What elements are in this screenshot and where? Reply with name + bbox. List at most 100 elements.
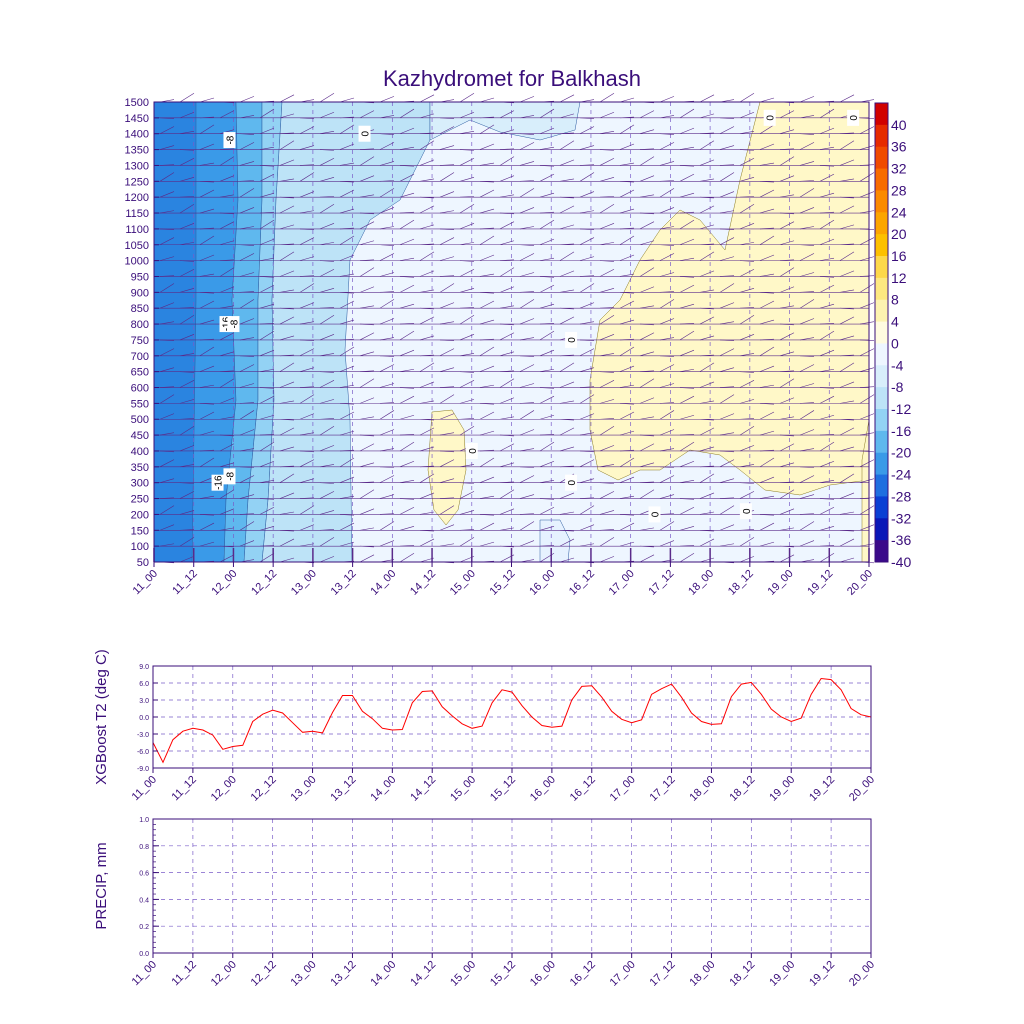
- wind-barb: [259, 460, 275, 468]
- wind-barb: [499, 332, 515, 341]
- wind-barb: [579, 164, 595, 166]
- wind-barb: [459, 92, 475, 103]
- wind-barb: [419, 529, 435, 532]
- wind-barb: [779, 434, 795, 437]
- temperature-fill: [154, 102, 869, 562]
- wind-barb: [719, 459, 735, 468]
- wind-barb: [419, 159, 435, 166]
- wind-barb: [239, 161, 255, 166]
- wind-barb: [259, 434, 275, 436]
- wind-barb: [859, 164, 875, 166]
- y-tick-label: 1150: [125, 208, 149, 220]
- wind-barb: [499, 148, 515, 150]
- wind-barb: [419, 316, 435, 325]
- fill-warm-top: [589, 102, 869, 496]
- wind-barb: [519, 355, 535, 357]
- wind-barb: [639, 175, 655, 182]
- wind-barb: [719, 543, 735, 547]
- wind-barb: [239, 383, 255, 388]
- x-tick-label: 15_00: [448, 568, 478, 598]
- wind-barb: [739, 149, 755, 151]
- wind-barb: [679, 257, 695, 261]
- wind-barb: [719, 321, 735, 325]
- wind-barb: [479, 292, 495, 294]
- wind-barb: [759, 411, 775, 420]
- wind-barb: [399, 211, 415, 214]
- wind-barb: [199, 514, 215, 516]
- wind-barb: [399, 545, 415, 547]
- wind-barb: [499, 443, 515, 452]
- wind-barb: [599, 131, 615, 135]
- wind-barb: [859, 478, 875, 483]
- wind-barb: [219, 259, 235, 261]
- colorbar-label: 24: [891, 204, 907, 220]
- wind-barb: [659, 513, 675, 515]
- wind-barb: [379, 448, 395, 452]
- wind-barb: [839, 427, 855, 436]
- wind-barb: [739, 380, 755, 388]
- x-tick-label: 18_00: [686, 568, 716, 598]
- wind-barb: [219, 527, 235, 531]
- fill-warm-right: [861, 419, 869, 562]
- wind-barb: [539, 322, 555, 325]
- wind-barb: [759, 162, 775, 166]
- y-tick-label: -6.0: [137, 749, 149, 756]
- wind-barb: [519, 207, 535, 214]
- x-tick-label: 18_00: [687, 959, 717, 989]
- wind-barb: [559, 243, 575, 246]
- wind-barb: [539, 525, 555, 531]
- wind-barb: [399, 525, 415, 531]
- wind-barb: [199, 495, 215, 499]
- wind-barb: [319, 334, 335, 341]
- wind-barb: [819, 414, 835, 420]
- wind-barb: [419, 538, 435, 547]
- wind-barb: [599, 269, 615, 277]
- y-tick-label: 0.6: [139, 871, 149, 878]
- wind-barb: [819, 434, 835, 436]
- wind-barb: [839, 178, 855, 182]
- wind-barb: [299, 256, 315, 261]
- wind-barb: [279, 270, 295, 277]
- wind-barb: [599, 353, 615, 357]
- x-tick-label: 11_00: [131, 568, 161, 598]
- wind-barb: [279, 94, 295, 103]
- wind-barb: [759, 430, 775, 436]
- wind-barb: [259, 127, 275, 135]
- wind-barb: [719, 497, 735, 499]
- wind-barb: [639, 240, 655, 246]
- wind-barb: [839, 132, 855, 135]
- wind-barb: [599, 556, 615, 563]
- wind-barb: [339, 430, 355, 436]
- colorbar-swatch: [875, 343, 888, 366]
- wind-barb: [299, 478, 315, 483]
- wind-barb: [779, 397, 795, 404]
- colorbar-swatch: [875, 474, 888, 497]
- wind-barb: [759, 384, 775, 388]
- wind-barb: [779, 240, 795, 246]
- wind-barb: [519, 466, 535, 468]
- colorbar-swatch: [875, 168, 888, 191]
- wind-barb: [359, 508, 375, 515]
- wind-barb: [619, 457, 635, 468]
- wind-barb: [279, 354, 295, 357]
- wind-barb: [479, 300, 495, 309]
- wind-barb: [499, 397, 515, 404]
- fill-cold-8: [429, 102, 581, 141]
- wind-barb: [399, 146, 415, 150]
- y-tick-label: -9.0: [137, 766, 149, 773]
- wind-barb: [859, 459, 875, 468]
- wind-barb: [859, 283, 875, 293]
- wind-barb: [379, 383, 395, 388]
- wind-barb: [779, 212, 795, 215]
- wind-barb: [399, 479, 415, 483]
- wind-barb: [619, 319, 635, 325]
- wind-barb: [359, 351, 375, 357]
- wind-barb: [379, 244, 395, 246]
- wind-barb: [599, 177, 615, 182]
- wind-barb: [479, 319, 495, 325]
- x-tick-label: 11_12: [169, 774, 199, 804]
- wind-barb: [299, 413, 315, 420]
- wind-barb: [659, 355, 675, 357]
- wind-barb: [279, 307, 295, 310]
- wind-barb: [239, 402, 255, 404]
